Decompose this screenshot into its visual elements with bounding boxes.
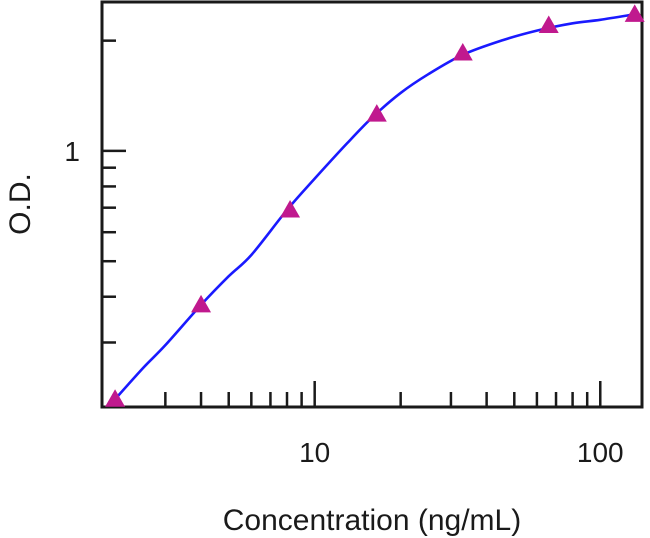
plot-frame (100, 0, 644, 409)
data-point-marker (105, 389, 126, 407)
data-point-marker (280, 199, 301, 218)
data-point-marker (624, 4, 645, 22)
x-tick-label: 10 (299, 437, 330, 468)
x-axis-label: Concentration (ng/mL) (223, 504, 521, 537)
x-tick-label: 100 (577, 437, 624, 468)
fit-curve (114, 13, 635, 401)
axis-ticks (102, 39, 602, 409)
data-point-marker (191, 294, 212, 313)
data-markers (105, 4, 645, 407)
y-tick-label: 1 (64, 136, 80, 167)
y-axis-label: O.D. (4, 173, 37, 235)
data-point-marker (452, 43, 473, 61)
data-point-marker (538, 15, 559, 33)
data-point-marker (366, 104, 387, 122)
axis-tick-labels: 10 100 1 (64, 136, 623, 468)
